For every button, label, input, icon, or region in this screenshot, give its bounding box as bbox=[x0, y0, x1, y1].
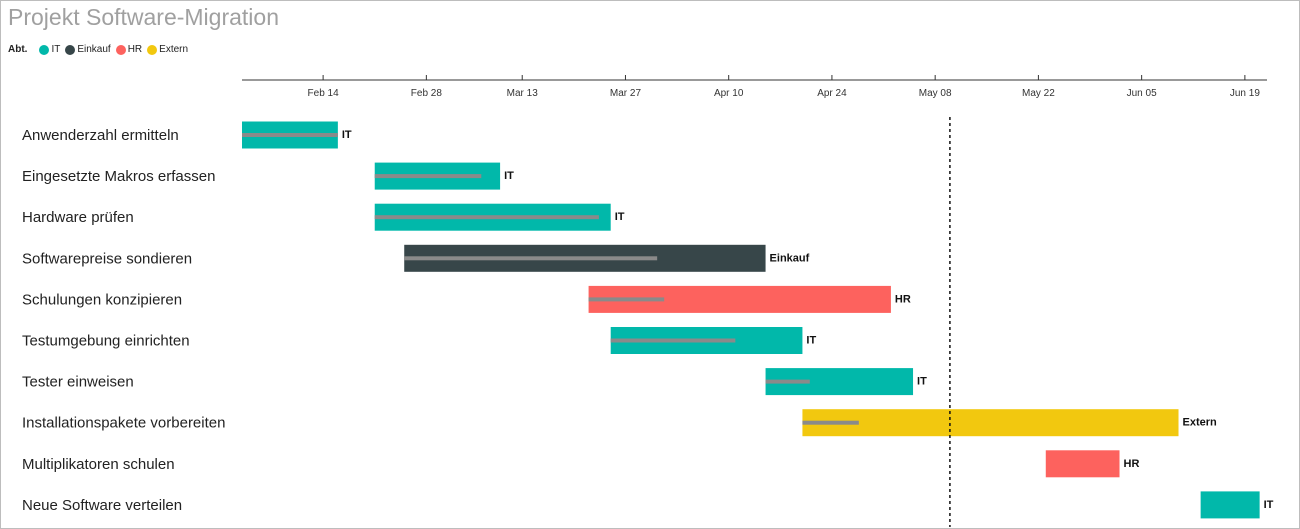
task-dept-label: HR bbox=[1124, 458, 1140, 470]
task-dept-label: Einkauf bbox=[770, 252, 810, 264]
x-axis-tick-label: Mar 27 bbox=[610, 88, 642, 99]
task-label: Softwarepreise sondieren bbox=[22, 250, 192, 267]
task-progress-bar bbox=[374, 215, 599, 220]
x-axis-tick-label: Apr 24 bbox=[817, 88, 847, 99]
task-progress-bar bbox=[404, 256, 658, 261]
task-progress-bar bbox=[588, 297, 665, 302]
task-bar bbox=[1045, 450, 1120, 478]
x-axis-tick-label: Apr 10 bbox=[714, 88, 744, 99]
task-bar bbox=[802, 409, 1179, 437]
legend-label-einkauf: Einkauf bbox=[77, 44, 111, 55]
legend-item-extern[interactable]: Extern bbox=[147, 44, 188, 55]
legend-dot-einkauf bbox=[65, 44, 76, 55]
task-progress-bar bbox=[765, 379, 810, 384]
task-label: Anwenderzahl ermitteln bbox=[22, 127, 179, 144]
legend-label-extern: Extern bbox=[159, 44, 189, 55]
legend-item-it[interactable]: IT bbox=[39, 44, 60, 55]
task-bar bbox=[1200, 491, 1260, 519]
legend-label-hr: HR bbox=[127, 44, 143, 55]
task-dept-label: IT bbox=[917, 376, 927, 388]
task-label: Installationspakete vorbereiten bbox=[22, 415, 225, 432]
legend: Abt. IT Einkauf HR Extern bbox=[8, 44, 193, 55]
x-axis-tick-label: May 22 bbox=[1022, 88, 1055, 99]
task-label: Neue Software verteilen bbox=[22, 497, 182, 514]
task-dept-label: IT bbox=[504, 170, 514, 182]
x-axis-tick-label: Feb 28 bbox=[411, 88, 443, 99]
task-dept-label: IT bbox=[806, 335, 816, 347]
task-label: Testumgebung einrichten bbox=[22, 333, 190, 350]
legend-item-hr[interactable]: HR bbox=[115, 44, 143, 55]
task-progress-bar bbox=[242, 133, 338, 137]
task-label: Eingesetzte Makros erfassen bbox=[22, 168, 215, 185]
legend-title: Abt. bbox=[8, 44, 28, 55]
task-label: Multiplikatoren schulen bbox=[22, 456, 175, 473]
task-dept-label: IT bbox=[1264, 499, 1274, 511]
chart-title: Projekt Software-Migration bbox=[8, 4, 279, 30]
x-axis-tick-label: Jun 19 bbox=[1230, 88, 1260, 99]
x-axis-tick-label: Jun 05 bbox=[1127, 88, 1157, 99]
legend-dot-extern bbox=[147, 44, 158, 55]
task-label: Hardware prüfen bbox=[22, 209, 134, 226]
task-dept-label: HR bbox=[895, 293, 911, 305]
task-progress-bar bbox=[374, 174, 482, 179]
legend-item-einkauf[interactable]: Einkauf bbox=[65, 44, 111, 55]
task-dept-label: IT bbox=[342, 129, 352, 141]
task-progress-bar bbox=[802, 420, 859, 425]
task-dept-label: Extern bbox=[1183, 417, 1218, 429]
x-axis-tick-label: Feb 14 bbox=[308, 88, 340, 99]
task-label: Tester einweisen bbox=[22, 374, 134, 391]
legend-label-it: IT bbox=[51, 44, 61, 55]
task-label: Schulungen konzipieren bbox=[22, 291, 182, 308]
x-axis-tick-label: Mar 13 bbox=[507, 88, 539, 99]
task-dept-label: IT bbox=[615, 211, 625, 223]
legend-dot-it bbox=[39, 44, 50, 55]
x-axis-tick-label: May 08 bbox=[919, 88, 952, 99]
task-progress-bar bbox=[610, 338, 736, 343]
legend-dot-hr bbox=[115, 44, 126, 55]
